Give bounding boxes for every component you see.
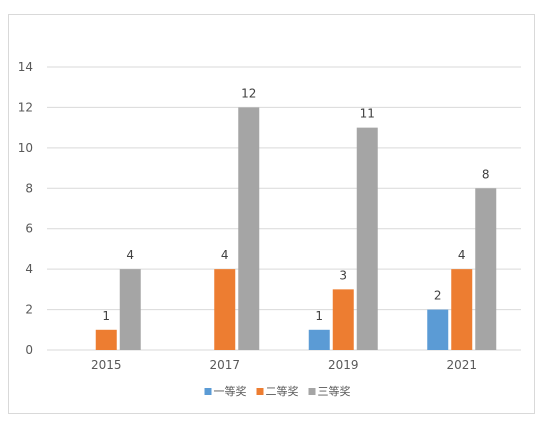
legend-label: 二等奖 xyxy=(266,384,299,398)
y-tick-label: 6 xyxy=(25,222,33,236)
y-tick-label: 0 xyxy=(25,343,33,357)
bar xyxy=(95,329,117,350)
data-label: 1 xyxy=(102,309,110,323)
legend-label: 一等奖 xyxy=(214,384,247,398)
data-label: 4 xyxy=(221,248,229,262)
chart-frame: 0 2 4 6 8 10 12 14 1 4 4 12 1 3 11 2 4 8 2015 2017 2019 202… xyxy=(8,14,535,414)
gridlines xyxy=(47,66,521,351)
legend-swatch xyxy=(204,388,212,395)
bar xyxy=(119,269,141,350)
y-tick-label: 14 xyxy=(18,60,33,74)
x-tick-label: 2015 xyxy=(91,358,122,372)
bar xyxy=(427,309,449,350)
data-label: 3 xyxy=(339,268,347,282)
data-label: 11 xyxy=(360,107,375,121)
y-tick-label: 2 xyxy=(25,303,33,317)
data-label: 8 xyxy=(482,167,490,181)
y-tick-label: 4 xyxy=(25,262,33,276)
x-tick-label: 2021 xyxy=(446,358,477,372)
x-tick-label: 2019 xyxy=(328,358,359,372)
data-label: 4 xyxy=(458,248,466,262)
bar xyxy=(214,269,236,350)
data-label: 12 xyxy=(241,86,256,100)
y-tick-label: 10 xyxy=(18,141,33,155)
data-label: 1 xyxy=(315,309,323,323)
bar xyxy=(238,107,260,350)
data-labels: 1 4 4 12 1 3 11 2 4 8 xyxy=(102,86,489,322)
bar xyxy=(308,329,330,350)
x-tick-label: 2017 xyxy=(209,358,240,372)
y-axis-tick-labels: 0 2 4 6 8 10 12 14 xyxy=(18,60,33,357)
data-label: 2 xyxy=(434,289,442,303)
y-tick-label: 8 xyxy=(25,181,33,195)
legend: 一等奖 二等奖 三等奖 xyxy=(204,384,351,398)
data-label: 4 xyxy=(126,248,134,262)
legend-swatch xyxy=(256,388,264,395)
legend-label: 三等奖 xyxy=(318,384,351,398)
legend-swatch xyxy=(308,388,316,395)
y-tick-label: 12 xyxy=(18,100,33,114)
bar xyxy=(475,188,497,350)
bar xyxy=(356,127,378,351)
bars xyxy=(95,107,497,351)
bar xyxy=(451,269,473,350)
x-axis-tick-labels: 2015 2017 2019 2021 xyxy=(91,358,477,372)
bar xyxy=(332,289,354,350)
